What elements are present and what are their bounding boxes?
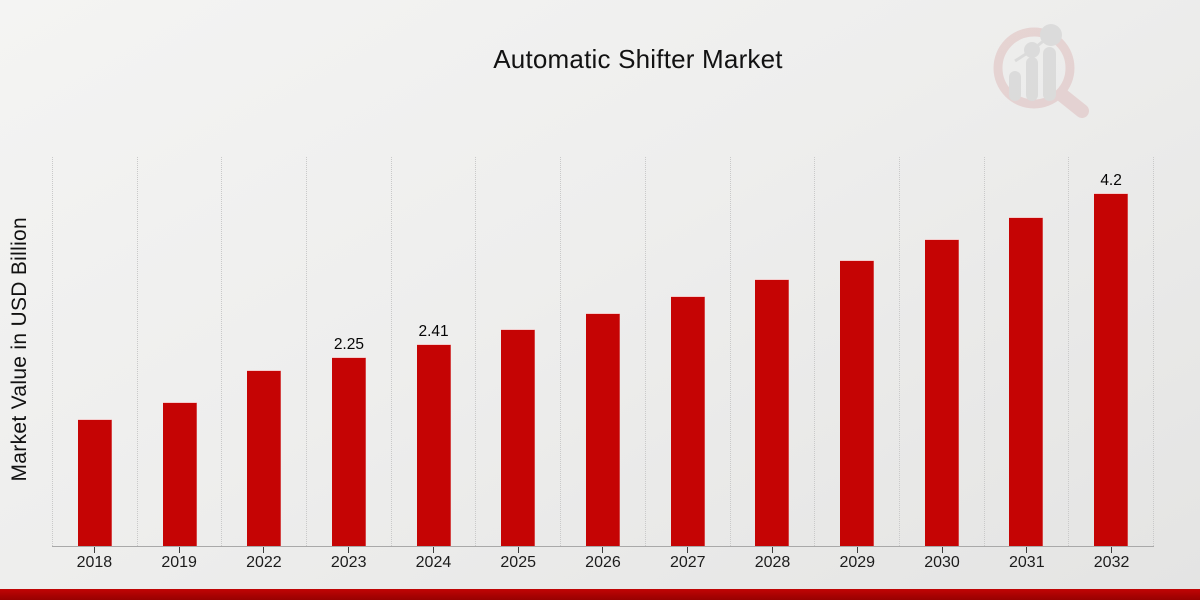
x-tick-label-2023: 2023 (330, 554, 367, 571)
bar-2025 (501, 329, 536, 546)
bar-slot-2030 (900, 157, 985, 546)
bar-slot-2023: 2.25 (307, 157, 392, 546)
axis-tick (856, 547, 858, 553)
x-tick-label-2028: 2028 (754, 554, 791, 571)
bar-2019 (162, 402, 197, 546)
bar-2018 (77, 419, 112, 546)
y-axis-title-container: Market Value in USD Billion (4, 163, 36, 535)
bar-2028 (755, 278, 790, 546)
x-tick-label-2024: 2024 (415, 554, 452, 571)
bar-2022 (247, 370, 282, 546)
bar-2023 (331, 356, 366, 546)
x-tick-label-2018: 2018 (76, 554, 113, 571)
x-tick-label-2027: 2027 (669, 554, 706, 571)
x-axis-cell-2032: 2032 (1069, 547, 1154, 572)
x-tick-label-2026: 2026 (585, 554, 621, 571)
axis-tick (602, 547, 604, 553)
x-axis-cell-2031: 2031 (984, 547, 1069, 572)
x-tick-label-2032: 2032 (1093, 554, 1130, 571)
bar-2026 (585, 313, 620, 546)
x-axis-cell-2024: 2024 (391, 547, 476, 572)
x-tick-label-2019: 2019 (161, 554, 197, 571)
chart-title: Automatic Shifter Market (493, 44, 783, 74)
axis-tick (178, 547, 180, 553)
axis-tick (1111, 547, 1113, 553)
bar-slot-2019 (138, 157, 223, 546)
bar-slot-2022 (222, 157, 308, 546)
axis-tick (941, 547, 943, 553)
bar-slot-2024: 2.41 (392, 157, 477, 546)
x-tick-label-2025: 2025 (500, 554, 536, 571)
bar-value-label-2024: 2.41 (418, 322, 449, 340)
bar-slot-2025 (476, 157, 562, 546)
bar-slot-2029 (815, 157, 900, 546)
x-axis-cell-2030: 2030 (900, 547, 985, 572)
bar-2031 (1009, 216, 1044, 546)
bar-2030 (924, 238, 959, 546)
bar-2029 (840, 259, 875, 546)
bar-2024 (416, 343, 451, 546)
bar-slot-2031 (985, 157, 1070, 546)
bar-2027 (670, 296, 705, 546)
axis-tick (517, 547, 519, 553)
bar-slot-2027 (646, 157, 731, 546)
axis-tick (687, 547, 689, 553)
bar-value-label-2032: 4.2 (1100, 172, 1122, 190)
bar-value-label-2023: 2.25 (333, 335, 364, 353)
x-axis-cell-2018: 2018 (52, 547, 137, 572)
axis-tick (93, 547, 95, 553)
x-tick-label-2029: 2029 (839, 554, 876, 571)
axis-tick (432, 547, 434, 553)
x-axis-cell-2019: 2019 (137, 547, 222, 572)
x-axis-cell-2022: 2022 (222, 547, 307, 572)
footer-accent-band (0, 589, 1200, 600)
x-axis-cell-2023: 2023 (306, 547, 391, 572)
x-axis-cell-2025: 2025 (476, 547, 561, 572)
y-axis-title: Market Value in USD Billion (8, 216, 31, 482)
x-axis-cell-2029: 2029 (815, 547, 900, 572)
axis-tick (1026, 547, 1028, 553)
plot-area: 2.25 2.41 4.2 (52, 157, 1154, 546)
magnifier-bar-chart-watermark-icon (993, 24, 1089, 118)
bar-slot-2018 (53, 157, 138, 546)
x-tick-label-2022: 2022 (246, 554, 282, 571)
axis-tick (348, 547, 350, 553)
axis-tick (772, 547, 773, 553)
axis-tick (263, 547, 265, 553)
bar-slot-2028 (731, 157, 816, 546)
x-tick-label-2031: 2031 (1009, 554, 1045, 571)
bar-2032 (1094, 193, 1129, 546)
x-axis: 2018 2019 2022 2023 2024 2025 2026 2027 2028 2029… (52, 546, 1154, 572)
x-tick-label-2030: 2030 (924, 554, 960, 571)
x-axis-cell-2026: 2026 (561, 547, 646, 572)
x-axis-cell-2028: 2028 (730, 547, 815, 572)
x-axis-cell-2027: 2027 (645, 547, 730, 572)
bar-slot-2032: 4.2 (1069, 157, 1154, 546)
bar-slot-2026 (561, 157, 646, 546)
